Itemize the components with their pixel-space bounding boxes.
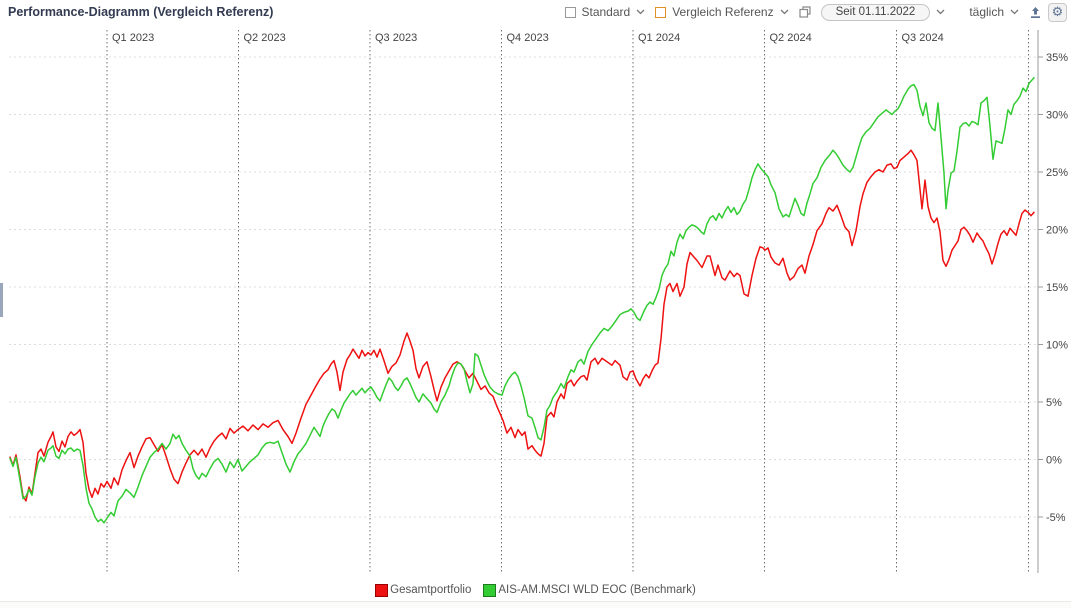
gear-icon: ⚙ (1051, 4, 1064, 20)
legend-item-benchmark[interactable]: AIS-AM.MSCI WLD EOC (Benchmark) (483, 583, 696, 597)
page-title: Performance-Diagramm (Vergleich Referenz… (8, 5, 274, 19)
y-axis-label: 30% (1046, 110, 1068, 122)
y-axis-label: 25% (1046, 167, 1068, 179)
legend-swatch-green (483, 583, 497, 597)
y-axis-label: 20% (1046, 225, 1068, 237)
y-axis-label: 5% (1046, 397, 1062, 409)
x-axis-quarter-label: Q2 2024 (770, 32, 812, 44)
chart-toolbar: Standard Vergleich Referenz Seit 01.11.2… (564, 0, 1067, 24)
export-icon[interactable] (1029, 6, 1042, 19)
y-axis-label: -5% (1046, 512, 1066, 524)
x-axis-quarter-label: Q3 2023 (375, 32, 417, 44)
top-bar: Performance-Diagramm (Vergleich Referenz… (0, 0, 1071, 24)
comparison-square-icon (655, 6, 667, 18)
y-axis-label: 0% (1046, 455, 1062, 467)
y-axis-label: 15% (1046, 282, 1068, 294)
chart-legend: Gesamtportfolio AIS-AM.MSCI WLD EOC (Ben… (0, 581, 1071, 599)
series-line-benchmark (9, 76, 1035, 524)
x-axis-quarter-label: Q4 2023 (507, 32, 549, 44)
legend-swatch-red (375, 583, 389, 597)
x-axis-quarter-label: Q1 2023 (112, 32, 154, 44)
period-button[interactable]: Seit 01.11.2022 (820, 3, 931, 21)
chevron-down-icon[interactable] (780, 9, 789, 15)
layout-select[interactable]: Standard (581, 5, 631, 19)
comparison-select[interactable]: Vergleich Referenz (672, 5, 774, 19)
legend-item-gesamtportfolio[interactable]: Gesamtportfolio (375, 583, 472, 597)
chevron-down-icon[interactable] (936, 9, 945, 15)
x-axis-quarter-label: Q1 2024 (638, 32, 680, 44)
bottom-strip (0, 602, 1071, 608)
chevron-down-icon[interactable] (636, 9, 645, 15)
series-line-gesamtportfolio (9, 149, 1035, 502)
separator (0, 601, 1071, 602)
left-scrollbar-thumb[interactable] (0, 283, 3, 317)
y-axis-label: 35% (1046, 52, 1068, 64)
chevron-down-icon[interactable] (1010, 9, 1019, 15)
frequency-select[interactable]: täglich (969, 5, 1004, 19)
layout-square-icon (564, 6, 576, 18)
x-axis-quarter-label: Q3 2024 (902, 32, 944, 44)
legend-label: AIS-AM.MSCI WLD EOC (Benchmark) (498, 584, 696, 596)
y-axis-label: 10% (1046, 340, 1068, 352)
settings-button[interactable]: ⚙ (1048, 2, 1067, 22)
x-axis-quarter-label: Q2 2023 (244, 32, 286, 44)
window-restore-icon[interactable] (798, 6, 811, 18)
legend-label: Gesamtportfolio (390, 584, 472, 596)
